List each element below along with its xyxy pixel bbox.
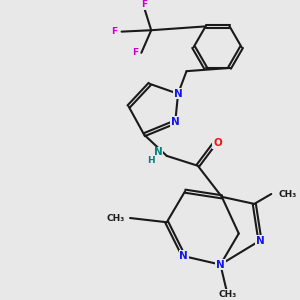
Text: N: N (154, 148, 163, 158)
Text: N: N (256, 236, 264, 246)
Text: O: O (213, 138, 222, 148)
Text: N: N (171, 117, 180, 127)
Text: F: F (141, 0, 147, 9)
Text: H: H (147, 157, 155, 166)
Text: F: F (132, 48, 139, 57)
Text: N: N (174, 89, 182, 99)
Text: CH₃: CH₃ (106, 214, 124, 223)
Text: CH₃: CH₃ (218, 290, 237, 299)
Text: CH₃: CH₃ (278, 190, 296, 199)
Text: N: N (216, 260, 225, 270)
Text: N: N (179, 251, 188, 261)
Text: F: F (111, 27, 117, 36)
